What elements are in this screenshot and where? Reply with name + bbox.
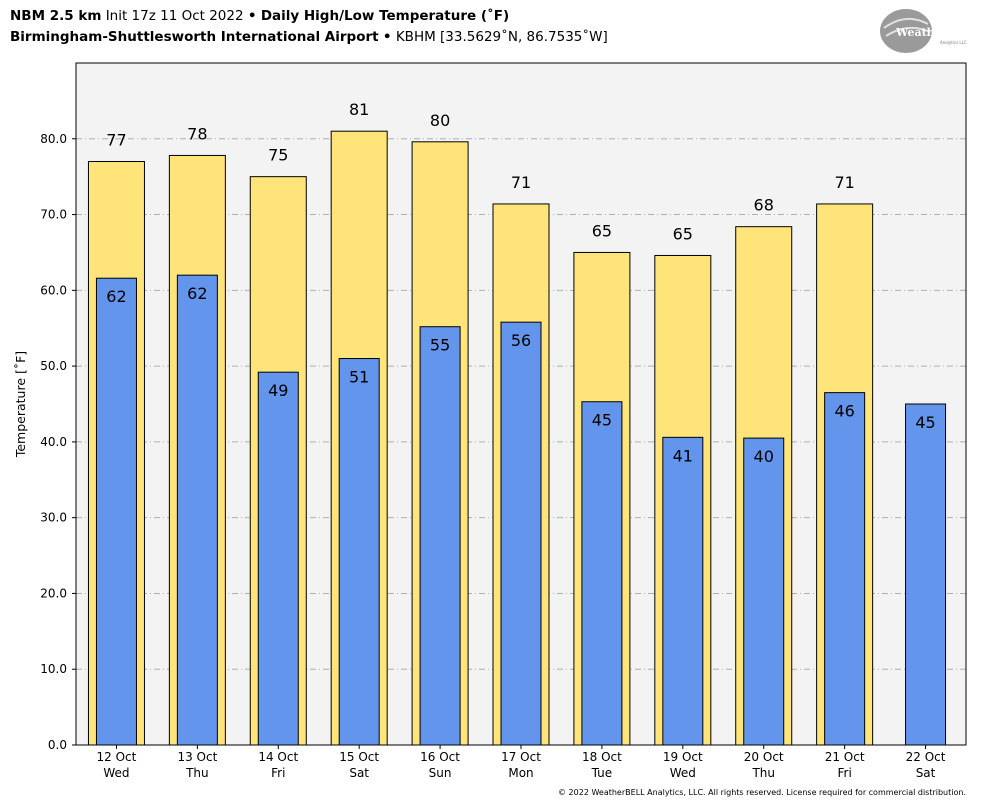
y-tick-label: 50.0 bbox=[40, 359, 67, 373]
low-temp-bar bbox=[743, 437, 785, 746]
x-tick-date: 19 Oct bbox=[663, 750, 703, 764]
low-temp-bar bbox=[500, 321, 542, 746]
low-temp-label: 55 bbox=[430, 336, 450, 355]
low-temp-bar bbox=[257, 371, 299, 746]
x-tick-day: Wed bbox=[670, 766, 696, 780]
x-tick-date: 16 Oct bbox=[420, 750, 460, 764]
low-temp-bar bbox=[581, 401, 623, 746]
y-tick-label: 60.0 bbox=[40, 283, 67, 297]
low-temp-label: 40 bbox=[754, 447, 774, 466]
x-tick-day: Fri bbox=[271, 766, 285, 780]
header-line-2: Birmingham-Shuttlesworth International A… bbox=[10, 27, 608, 48]
station-name: Birmingham-Shuttlesworth International A… bbox=[10, 29, 379, 45]
plot-frame bbox=[75, 62, 967, 746]
init-time: Init 17z 11 Oct 2022 bbox=[105, 8, 244, 24]
y-axis-ticks: 0.0 10.0 20.0 30.0 40.0 50.0 60.0 70.0 80.0 bbox=[40, 132, 76, 752]
copyright-notice: © 2022 WeatherBELL Analytics, LLC. All r… bbox=[558, 788, 966, 797]
high-temp-label: 71 bbox=[511, 173, 531, 192]
low-temp-bar bbox=[419, 326, 461, 746]
y-tick-label: 40.0 bbox=[40, 435, 67, 449]
low-temp-label: 49 bbox=[268, 381, 288, 400]
high-temp-label: 78 bbox=[187, 124, 207, 143]
x-tick-day: Fri bbox=[837, 766, 851, 780]
bars: 77 62 78 62 75 49 81 51 80 55 71 56 65 45 65 41 68 40 71 46… bbox=[87, 100, 947, 746]
x-tick-day: Tue bbox=[591, 766, 613, 780]
low-temp-bar bbox=[338, 358, 380, 746]
y-axis-label: Temperature [˚F] bbox=[13, 351, 28, 458]
x-tick-day: Mon bbox=[508, 766, 533, 780]
high-temp-label: 75 bbox=[268, 146, 288, 165]
low-temp-label: 46 bbox=[834, 402, 854, 421]
low-temp-label: 62 bbox=[187, 284, 207, 303]
high-temp-label: 77 bbox=[106, 131, 126, 150]
x-tick-date: 21 Oct bbox=[825, 750, 865, 764]
chart-title: Daily High/Low Temperature (˚F) bbox=[260, 8, 510, 24]
model-name: NBM 2.5 km bbox=[10, 8, 102, 24]
x-tick-day: Sat bbox=[916, 766, 936, 780]
low-temp-bar bbox=[824, 392, 866, 746]
x-tick-date: 22 Oct bbox=[906, 750, 946, 764]
x-tick-date: 14 Oct bbox=[258, 750, 298, 764]
y-tick-label: 80.0 bbox=[40, 132, 67, 146]
weatherbell-logo: WeatherBELL Analytics LLC bbox=[878, 6, 981, 56]
x-tick-date: 20 Oct bbox=[744, 750, 784, 764]
low-temp-bar bbox=[662, 436, 704, 746]
separator-2: • bbox=[382, 29, 392, 45]
logo-subtext: Analytics LLC bbox=[940, 40, 967, 45]
x-tick-date: 15 Oct bbox=[339, 750, 379, 764]
y-tick-label: 0.0 bbox=[48, 738, 67, 752]
x-tick-day: Thu bbox=[751, 766, 775, 780]
low-temp-label: 45 bbox=[592, 411, 612, 430]
low-temp-label: 51 bbox=[349, 368, 369, 387]
low-temp-bar bbox=[95, 277, 137, 746]
high-temp-label: 65 bbox=[673, 224, 693, 243]
x-tick-day: Wed bbox=[103, 766, 129, 780]
high-temp-label: 80 bbox=[430, 111, 450, 130]
low-temp-bar bbox=[176, 274, 218, 746]
y-tick-label: 70.0 bbox=[40, 208, 67, 222]
separator: • bbox=[247, 8, 257, 24]
logo-text: WeatherBELL bbox=[895, 26, 970, 39]
low-temp-label: 45 bbox=[915, 413, 935, 432]
high-temp-label: 81 bbox=[349, 100, 369, 119]
x-tick-day: Sat bbox=[349, 766, 369, 780]
high-temp-label: 68 bbox=[754, 196, 774, 215]
x-tick-day: Thu bbox=[185, 766, 209, 780]
header-line-1: NBM 2.5 km Init 17z 11 Oct 2022 • Daily … bbox=[10, 6, 608, 27]
high-temp-label: 71 bbox=[834, 173, 854, 192]
chart-header: NBM 2.5 km Init 17z 11 Oct 2022 • Daily … bbox=[10, 6, 608, 48]
low-temp-label: 56 bbox=[511, 331, 531, 350]
low-temp-label: 41 bbox=[673, 446, 693, 465]
x-tick-date: 17 Oct bbox=[501, 750, 541, 764]
x-tick-day: Sun bbox=[429, 766, 452, 780]
high-temp-label: 65 bbox=[592, 221, 612, 240]
x-tick-date: 12 Oct bbox=[97, 750, 137, 764]
x-tick-date: 18 Oct bbox=[582, 750, 622, 764]
low-temp-bar bbox=[905, 403, 947, 746]
y-tick-label: 30.0 bbox=[40, 511, 67, 525]
low-temp-label: 62 bbox=[106, 287, 126, 306]
x-tick-date: 13 Oct bbox=[177, 750, 217, 764]
x-axis-ticks: 12 Oct Wed 13 Oct Thu 14 Oct Fri 15 Oct Sat 16 O… bbox=[97, 745, 946, 780]
y-tick-label: 20.0 bbox=[40, 586, 67, 600]
station-info: KBHM [33.5629˚N, 86.7535˚W] bbox=[395, 29, 608, 45]
y-tick-label: 10.0 bbox=[40, 662, 67, 676]
